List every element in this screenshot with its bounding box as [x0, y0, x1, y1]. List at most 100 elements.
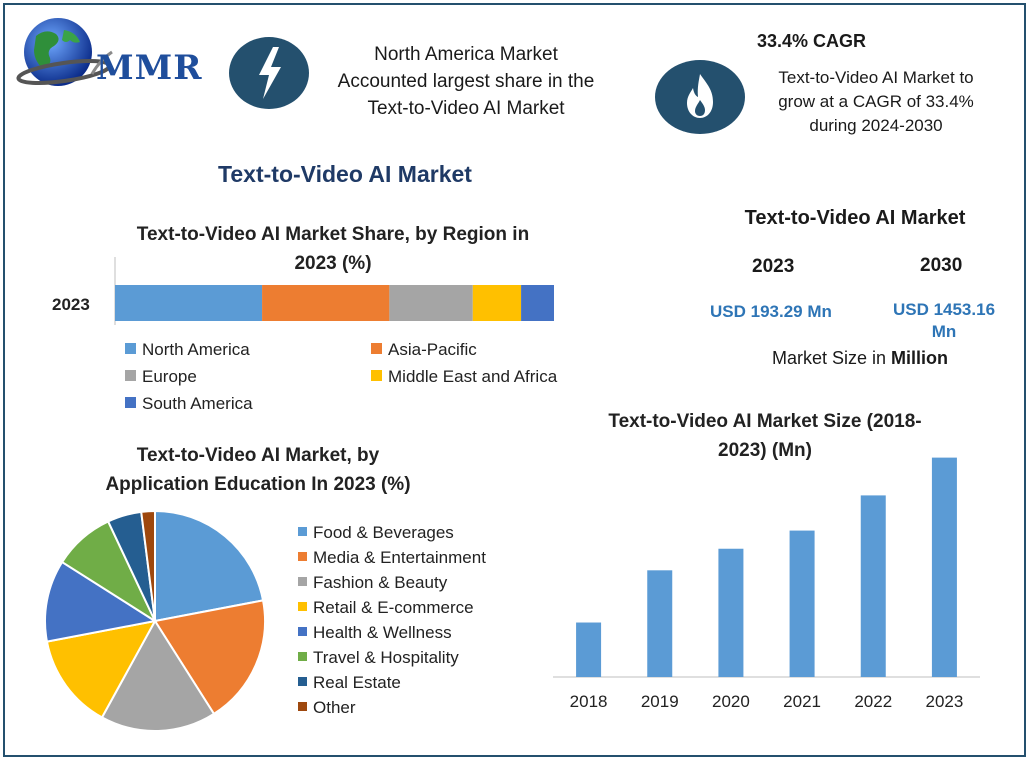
value-2030-line: Mn	[931, 322, 957, 341]
legend-label: South America	[142, 394, 253, 413]
chart-title-line: Text-to-Video AI Market Size (2018-	[608, 411, 922, 432]
legend-label: Middle East and Africa	[388, 367, 558, 386]
legend-item: Asia-Pacific	[371, 340, 477, 360]
legend-item: Retail & E-commerce	[298, 598, 474, 618]
legend-swatch	[125, 397, 136, 408]
legend-label: Real Estate	[313, 673, 401, 692]
pie-slice	[140, 509, 156, 622]
legend-item: Middle East and Africa	[371, 367, 557, 387]
cagr-title: 33.4% CAGR	[757, 31, 867, 51]
callout-line: during 2024-2030	[809, 116, 943, 135]
legend-label: Health & Wellness	[313, 623, 452, 642]
pie-slice	[100, 619, 216, 732]
market-size-chart-title: Text-to-Video AI Market Size (2018- 2023…	[585, 407, 945, 465]
column-bar	[576, 622, 602, 677]
mmr-logo	[14, 14, 214, 94]
pie-chart-title: Text-to-Video AI Market, by Application …	[80, 441, 436, 499]
legend-item: Food & Beverages	[298, 523, 454, 543]
bar-segment	[472, 285, 522, 321]
column-bar	[931, 457, 957, 677]
legend-item: Other	[298, 698, 356, 718]
market-size-title: Text-to-Video AI Market	[744, 207, 966, 229]
legend-label: Asia-Pacific	[388, 340, 477, 359]
chart-title-line: Text-to-Video AI Market Share, by Region…	[136, 224, 530, 245]
value-2023: USD 193.29 Mn	[710, 302, 832, 321]
column-bar	[789, 530, 815, 677]
legend-swatch	[298, 577, 307, 586]
legend-label: Retail & E-commerce	[313, 598, 474, 617]
legend-item: Real Estate	[298, 673, 401, 693]
bar-segment	[115, 285, 263, 321]
market-size-caption: Market Size in Million	[735, 348, 985, 369]
bar-segment	[389, 285, 473, 321]
year-2023-label: 2023	[752, 256, 795, 277]
legend-label: Travel & Hospitality	[313, 648, 459, 667]
value-2030-line: USD 1453.16	[892, 300, 996, 319]
year-2030-label: 2030	[920, 255, 963, 276]
chart-title-line: 2023) (Mn)	[718, 440, 812, 461]
legend-label: Food & Beverages	[313, 523, 454, 542]
pie-slice	[154, 509, 265, 623]
legend-item: Travel & Hospitality	[298, 648, 459, 668]
region-chart-title: Text-to-Video AI Market Share, by Region…	[100, 220, 566, 278]
region-legend: North America Asia-Pacific Europe Middle Ea…	[125, 340, 595, 420]
legend-label: Fashion & Beauty	[313, 573, 448, 592]
legend-item: South America	[125, 394, 253, 414]
category-label: 2023	[52, 295, 90, 314]
legend-swatch	[298, 652, 307, 661]
callout-line: Text-to-Video AI Market	[367, 98, 565, 119]
chart-title-line: Text-to-Video AI Market, by	[136, 445, 380, 466]
column-bar	[647, 570, 673, 677]
x-tick-label: 2018	[570, 692, 608, 711]
column-bar	[718, 548, 744, 677]
legend-label: Other	[313, 698, 356, 717]
legend-label: Europe	[142, 367, 197, 386]
flame-icon	[655, 60, 745, 134]
caption-bold: Million	[891, 348, 949, 368]
lightning-icon	[229, 37, 309, 109]
legend-label: Media & Entertainment	[313, 548, 486, 567]
pie-slice	[44, 560, 158, 643]
legend-item: Media & Entertainment	[298, 548, 486, 568]
callout-line: Text-to-Video AI Market to	[778, 68, 974, 87]
main-title: Text-to-Video AI Market	[218, 161, 472, 187]
legend-swatch	[298, 602, 307, 611]
cagr-callout: Text-to-Video AI Market to grow at a CAG…	[760, 66, 992, 138]
pie-slice	[45, 619, 157, 719]
north-america-callout: North America Market Accounted largest s…	[326, 41, 606, 122]
x-tick-label: 2023	[926, 692, 964, 711]
x-tick-label: 2022	[854, 692, 892, 711]
legend-swatch	[125, 370, 136, 381]
legend-label: North America	[142, 340, 250, 359]
callout-line: grow at a CAGR of 33.4%	[778, 92, 974, 111]
column-bar	[860, 495, 886, 677]
pie-legend: Food & Beverages Media & Entertainment Fas…	[298, 523, 538, 728]
x-tick-label: 2019	[641, 692, 679, 711]
legend-item: North America	[125, 340, 250, 360]
legend-swatch	[298, 702, 307, 711]
legend-swatch	[298, 677, 307, 686]
chart-title-line: Application Education In 2023 (%)	[105, 474, 411, 495]
legend-item: Fashion & Beauty	[298, 573, 447, 593]
region-stacked-bar-chart: 2023	[52, 257, 554, 325]
bar-segment	[521, 285, 554, 321]
application-pie-chart	[44, 509, 266, 732]
bar-segment	[262, 285, 390, 321]
globe-icon	[16, 18, 113, 86]
legend-item: Europe	[125, 367, 197, 387]
legend-swatch	[125, 343, 136, 354]
legend-swatch	[298, 527, 307, 536]
pie-slice	[153, 599, 266, 716]
callout-line: Accounted largest share in the	[337, 71, 595, 92]
callout-line: North America Market	[374, 44, 558, 65]
market-size-bar-chart: 2018 2019 2020 2021 2022 2023	[553, 457, 980, 711]
legend-swatch	[371, 370, 382, 381]
caption-prefix: Market Size in	[771, 348, 892, 368]
chart-title-line: 2023 (%)	[294, 253, 372, 274]
legend-item: Health & Wellness	[298, 623, 452, 643]
legend-swatch	[298, 627, 307, 636]
legend-swatch	[371, 343, 382, 354]
x-tick-label: 2021	[783, 692, 821, 711]
logo-text: MMR	[96, 48, 203, 88]
value-2030: USD 1453.16 Mn	[880, 299, 1008, 343]
